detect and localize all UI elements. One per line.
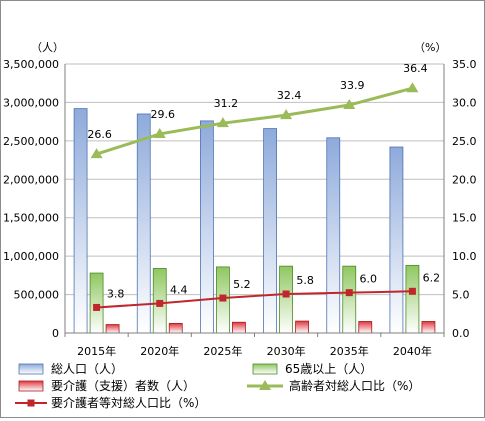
senior-ratio-point: [406, 82, 419, 93]
y-tick-label-right: 25.0: [452, 135, 477, 148]
y-tick-label-left: 1,500,000: [3, 212, 59, 225]
legend-label: 要介護（支援）者数（人）: [51, 378, 195, 393]
care-ratio-label: 5.8: [296, 274, 314, 287]
x-tick-label: 2020年: [140, 344, 179, 358]
legend-item: 65歳以上（人）: [252, 362, 372, 376]
bar-layer: [73, 108, 436, 334]
care-ratio-label: 5.2: [233, 278, 251, 291]
line-layer: 26.6 29.6 31.2 32.4 33.9 36.4 3.8 4.4 5.2 5.8 6.0 6…: [87, 62, 440, 311]
legend-swatch: [252, 363, 278, 375]
legend-swatch: [18, 363, 44, 375]
bar-care-needed: [168, 322, 183, 334]
bar-total-population: [263, 128, 277, 334]
care-ratio-label: 6.0: [360, 273, 378, 286]
left-axis-unit: （人）: [31, 41, 64, 54]
care-ratio-label: 6.2: [423, 271, 441, 284]
bar-age65-over: [279, 265, 293, 334]
care-ratio-point: [408, 287, 416, 295]
y-tick-label-right: 30.0: [452, 96, 477, 109]
bar-age65-over: [342, 265, 357, 334]
bar-total-population: [136, 113, 151, 334]
y-tick-label-left: 2,500,000: [3, 135, 59, 148]
care-ratio-point: [282, 290, 290, 298]
care-ratio-point: [219, 294, 227, 302]
bar-care-needed: [421, 321, 436, 334]
care-ratio-point: [345, 289, 353, 297]
senior-ratio-label: 29.6: [151, 108, 176, 121]
senior-ratio-point: [343, 99, 356, 110]
y-tick-label-right: 20.0: [452, 173, 477, 186]
y-tick-label-right: 15.0: [452, 212, 477, 225]
care-ratio-label: 4.4: [170, 283, 188, 296]
bar-care-needed: [358, 321, 373, 334]
x-tick-label: 2040年: [393, 344, 432, 358]
right-axis-unit: （%）: [414, 41, 446, 54]
care-ratio-point: [156, 299, 164, 307]
legend-marker: [27, 399, 35, 407]
legend-label: 総人口（人）: [51, 362, 123, 376]
senior-ratio-point: [90, 148, 103, 159]
legend: 総人口（人） 65歳以上（人） 要介護（支援）者数（人） 高齢者対総人口比（%） 要介護…: [15, 362, 420, 410]
senior-ratio-label: 26.6: [87, 128, 112, 141]
senior-ratio-label: 32.4: [277, 89, 302, 102]
y-tick-label-left: 0: [52, 327, 59, 340]
y-tick-label-right: 0.0: [452, 327, 470, 340]
legend-item: 要介護（支援）者数（人）: [18, 378, 195, 393]
legend-label: 要介護者等対総人口比（%）: [51, 395, 206, 410]
bar-care-needed: [232, 321, 246, 334]
senior-ratio-line: [96, 86, 413, 156]
y-tick-label-right: 5.0: [452, 289, 470, 302]
axis-layer: 0 0.0 500,000 5.0 1,000,000 10.0 1,500,000 15.0…: [3, 58, 476, 358]
legend-swatch: [18, 380, 44, 392]
senior-ratio-point: [153, 127, 166, 138]
grid-layer: [65, 63, 444, 296]
bar-total-population: [73, 108, 88, 334]
y-tick-label-right: 35.0: [452, 58, 477, 71]
bar-total-population: [389, 146, 404, 334]
care-ratio-label: 3.8: [107, 287, 125, 300]
y-tick-label-left: 3,000,000: [3, 96, 59, 109]
legend-label: 高齢者対総人口比（%）: [289, 378, 420, 393]
senior-ratio-point: [280, 109, 293, 120]
bar-total-population: [326, 137, 341, 334]
x-tick-label: 2015年: [77, 344, 116, 358]
bar-age65-over: [89, 272, 104, 334]
legend-item: 総人口（人）: [18, 362, 123, 376]
y-tick-label-left: 2,000,000: [3, 173, 59, 186]
y-tick-label-right: 10.0: [452, 250, 477, 263]
y-tick-label-left: 500,000: [14, 289, 60, 302]
bar-total-population: [200, 120, 214, 334]
senior-ratio-point: [216, 117, 229, 128]
x-tick-label: 2035年: [330, 344, 369, 358]
legend-label: 65歳以上（人）: [285, 362, 372, 376]
bar-care-needed: [295, 320, 309, 334]
senior-ratio-label: 36.4: [403, 62, 428, 75]
x-tick-label: 2030年: [267, 344, 306, 358]
bar-care-needed: [105, 324, 120, 334]
x-tick-label: 2025年: [203, 344, 242, 358]
legend-item: 高齢者対総人口比（%）: [247, 378, 420, 393]
senior-ratio-label: 33.9: [340, 79, 365, 92]
care-ratio-point: [93, 303, 101, 311]
bar-age65-over: [405, 264, 420, 334]
legend-item: 要介護者等対総人口比（%）: [15, 395, 206, 410]
senior-ratio-label: 31.2: [214, 97, 239, 110]
care-ratio-line: [96, 290, 413, 309]
y-tick-label-left: 3,500,000: [3, 58, 59, 71]
y-tick-label-left: 1,000,000: [3, 250, 59, 263]
legend-marker: [259, 380, 271, 390]
